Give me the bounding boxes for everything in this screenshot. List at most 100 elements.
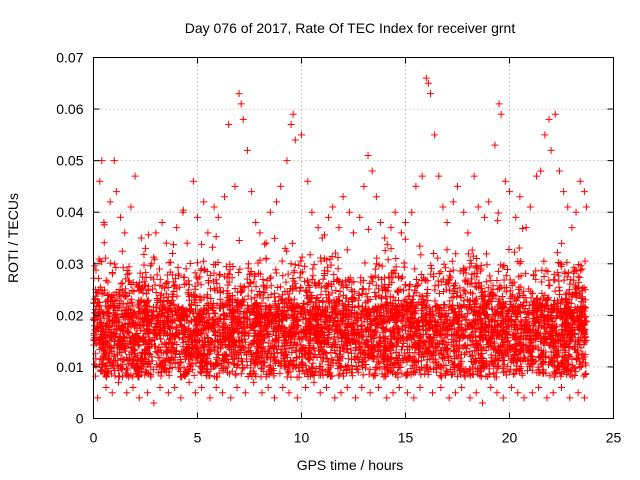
data-point	[174, 264, 182, 272]
data-point	[469, 371, 477, 379]
data-point	[573, 284, 581, 292]
data-point	[236, 265, 244, 273]
data-point	[108, 332, 116, 340]
data-point	[493, 276, 501, 284]
data-point	[339, 278, 347, 286]
data-point	[381, 338, 389, 346]
data-point	[276, 283, 284, 291]
data-point	[183, 344, 191, 352]
data-point	[378, 317, 386, 325]
data-point	[122, 369, 130, 377]
data-point	[252, 283, 260, 291]
data-point	[161, 313, 169, 321]
data-point	[360, 318, 368, 326]
data-point	[298, 359, 306, 367]
data-point	[309, 303, 317, 311]
data-point	[253, 353, 261, 361]
data-point	[381, 371, 389, 379]
data-point	[120, 343, 128, 351]
data-point	[315, 347, 323, 355]
data-point	[320, 354, 328, 362]
data-point	[359, 371, 367, 379]
data-point	[156, 308, 164, 316]
data-point	[332, 297, 340, 305]
data-point	[247, 269, 255, 277]
data-point	[467, 259, 475, 267]
data-point	[289, 274, 297, 282]
data-point	[471, 283, 479, 291]
data-point	[186, 259, 194, 267]
data-point	[579, 294, 587, 302]
data-point	[383, 240, 391, 248]
data-point	[338, 319, 346, 327]
data-point	[160, 321, 168, 329]
data-point	[538, 360, 546, 368]
data-point	[493, 333, 501, 341]
data-point	[428, 355, 436, 363]
data-point	[219, 351, 227, 359]
data-point	[550, 370, 558, 378]
data-point	[113, 361, 121, 369]
data-point	[113, 325, 121, 333]
data-point	[245, 309, 253, 317]
data-point	[210, 285, 218, 293]
data-point	[380, 343, 388, 351]
data-point	[422, 303, 430, 311]
data-point	[395, 331, 403, 339]
data-point	[161, 357, 169, 365]
data-point	[355, 290, 363, 298]
data-point	[384, 314, 392, 322]
data-point	[319, 275, 327, 283]
data-point	[254, 331, 262, 339]
data-point	[423, 331, 431, 339]
data-point	[187, 361, 195, 369]
data-point	[392, 354, 400, 362]
data-point	[233, 363, 241, 371]
data-point	[100, 239, 108, 247]
data-point	[384, 367, 392, 375]
data-point	[555, 290, 563, 298]
data-point	[424, 285, 432, 293]
data-point	[467, 352, 475, 360]
data-point	[380, 274, 388, 282]
data-point	[468, 351, 476, 359]
data-point	[438, 336, 446, 344]
data-point	[325, 326, 333, 334]
data-point	[195, 337, 203, 345]
data-point	[430, 250, 438, 258]
data-point	[124, 357, 132, 365]
data-point	[522, 335, 530, 343]
data-point	[400, 340, 408, 348]
data-point	[296, 274, 304, 282]
data-point	[434, 361, 442, 369]
data-point	[419, 274, 427, 282]
data-point	[253, 342, 261, 350]
data-point	[212, 328, 220, 336]
data-point	[225, 359, 233, 367]
data-point	[331, 346, 339, 354]
data-point	[215, 318, 223, 326]
data-point	[152, 303, 160, 311]
data-point	[131, 324, 139, 332]
data-point	[566, 280, 574, 288]
data-point	[371, 343, 379, 351]
data-point	[379, 352, 387, 360]
data-point	[270, 327, 278, 335]
data-point	[215, 271, 223, 279]
data-point	[555, 272, 563, 280]
data-point	[328, 355, 336, 363]
data-point	[240, 329, 248, 337]
data-point	[553, 308, 561, 316]
data-point	[403, 336, 411, 344]
data-point	[281, 357, 289, 365]
data-point	[317, 284, 325, 292]
data-point	[270, 349, 278, 357]
data-point	[168, 271, 176, 279]
data-point	[416, 334, 424, 342]
data-point	[320, 337, 328, 345]
data-point	[295, 373, 303, 381]
data-point	[576, 318, 584, 326]
data-point	[533, 313, 541, 321]
data-point	[213, 301, 221, 309]
data-point	[182, 265, 190, 273]
